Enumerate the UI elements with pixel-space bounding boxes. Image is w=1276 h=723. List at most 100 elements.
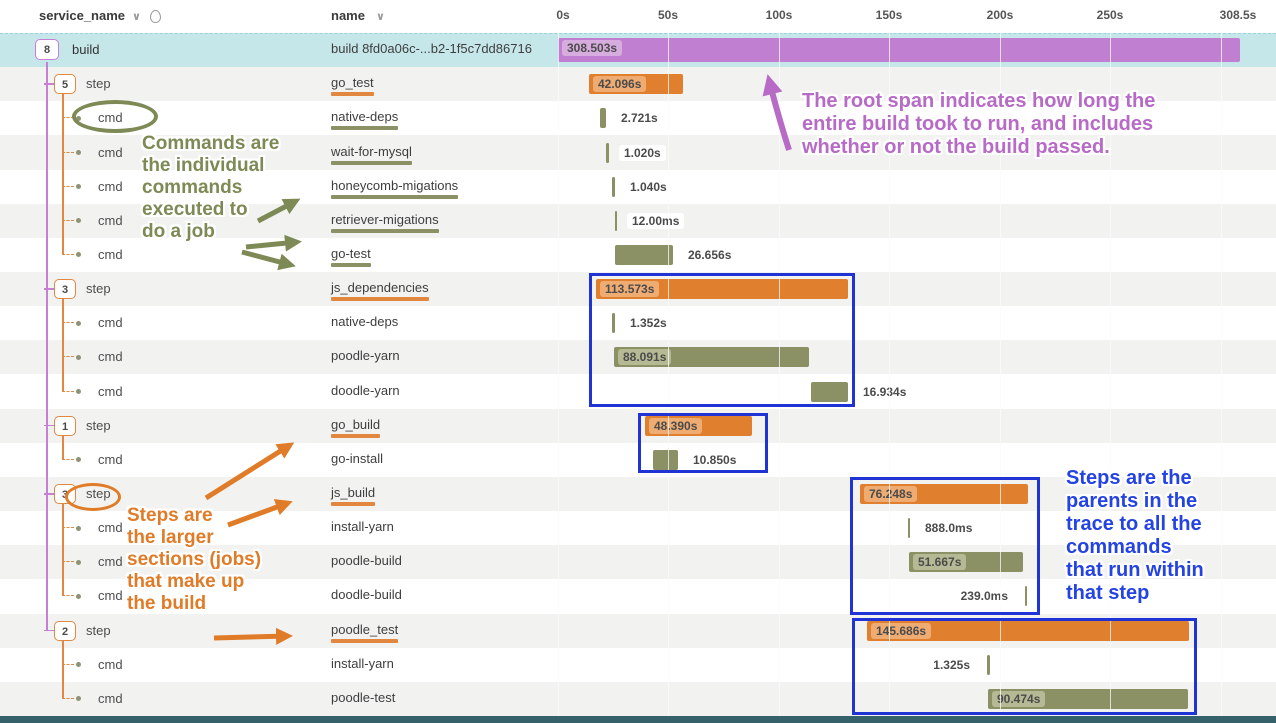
- tree-connector: [62, 391, 74, 392]
- span-name[interactable]: doodle-yarn: [331, 383, 400, 398]
- span-name-text: poodle-yarn: [331, 348, 400, 363]
- span-name-text: install-yarn: [331, 519, 394, 534]
- span-name[interactable]: native-deps: [331, 314, 398, 329]
- span-bar[interactable]: [612, 177, 615, 197]
- tree-step-line: [62, 436, 64, 460]
- span-name-text: honeycomb-migations: [331, 178, 458, 193]
- span-bar[interactable]: [606, 143, 609, 163]
- span-name-text: go_test: [331, 75, 374, 90]
- span-name-text: go-test: [331, 246, 371, 261]
- span-name[interactable]: poodle-build: [331, 553, 402, 568]
- span-name-text: go-install: [331, 451, 383, 466]
- span-name[interactable]: go_test: [331, 75, 374, 96]
- gridline: [1221, 33, 1222, 716]
- steps-note: Steps are the larger sections (jobs) tha…: [127, 505, 261, 615]
- tree-bullet-icon: [76, 355, 81, 360]
- axis-tick-label: 308.5s: [1220, 8, 1257, 22]
- span-count-badge[interactable]: 5: [54, 74, 76, 94]
- span-name-text: poodle-test: [331, 690, 395, 705]
- duration-label: 308.503s: [562, 40, 622, 56]
- span-name-text: retriever-migations: [331, 212, 439, 227]
- span-name[interactable]: poodle-test: [331, 690, 395, 705]
- span-bar[interactable]: [615, 245, 673, 265]
- tree-step-line: [62, 94, 64, 255]
- tree-connector: [62, 254, 74, 255]
- span-name[interactable]: js_build: [331, 485, 375, 506]
- group-icon[interactable]: [150, 10, 161, 23]
- tree-connector: [62, 356, 74, 357]
- duration-label: 12.00ms: [627, 213, 684, 229]
- tree-connector: [62, 186, 74, 187]
- name-highlight-underline: [331, 434, 380, 438]
- tree-bullet-icon: [76, 594, 81, 599]
- tree-connector: [62, 152, 74, 153]
- tree-bullet-icon: [76, 150, 81, 155]
- span-name[interactable]: honeycomb-migations: [331, 178, 458, 199]
- span-name[interactable]: go-install: [331, 451, 383, 466]
- span-name[interactable]: poodle_test: [331, 622, 398, 643]
- chevron-down-icon[interactable]: ∨: [376, 10, 385, 23]
- span-name[interactable]: retriever-migations: [331, 212, 439, 233]
- cmd-circle-annotation: [72, 100, 158, 133]
- span-name-text: wait-for-mysql: [331, 144, 412, 159]
- name-column-header[interactable]: name: [331, 8, 365, 23]
- span-name-text: js_dependencies: [331, 280, 429, 295]
- span-type-label: step: [86, 281, 111, 296]
- name-highlight-underline: [331, 297, 429, 301]
- highlight-rect: [850, 477, 1040, 615]
- tree-connector: [62, 561, 74, 562]
- span-name[interactable]: install-yarn: [331, 519, 394, 534]
- span-name[interactable]: install-yarn: [331, 656, 394, 671]
- tree-bullet-icon: [76, 560, 81, 565]
- span-type-label: cmd: [98, 145, 123, 160]
- span-type-label: cmd: [98, 213, 123, 228]
- span-name-text: native-deps: [331, 109, 398, 124]
- span-count-badge[interactable]: 1: [54, 416, 76, 436]
- span-type-label: cmd: [98, 315, 123, 330]
- tree-connector: [62, 459, 74, 460]
- highlight-rect: [589, 273, 855, 407]
- span-name-text: build 8fd0a06c-...b2-1f5c7dd86716: [331, 41, 532, 56]
- chevron-down-icon[interactable]: ∨: [132, 10, 141, 23]
- span-name[interactable]: build 8fd0a06c-...b2-1f5c7dd86716: [331, 41, 532, 56]
- span-count-badge[interactable]: 2: [54, 621, 76, 641]
- span-name-text: native-deps: [331, 314, 398, 329]
- tree-connector: [62, 220, 74, 221]
- duration-label: 42.096s: [593, 76, 646, 92]
- span-type-label: build: [72, 42, 99, 57]
- steps-parents-note: Steps are the parents in the trace to al…: [1066, 467, 1204, 605]
- trace-waterfall-view: service_name ∨ name ∨ 0s50s100s150s200s2…: [0, 0, 1276, 723]
- span-name[interactable]: poodle-yarn: [331, 348, 400, 363]
- tree-connector: [62, 322, 74, 323]
- span-name-text: poodle_test: [331, 622, 398, 637]
- axis-tick-label: 250s: [1097, 8, 1124, 22]
- service-name-column-header[interactable]: service_name: [39, 8, 125, 23]
- duration-label: 1.040s: [625, 179, 672, 195]
- gridline: [558, 33, 559, 716]
- span-bar[interactable]: [615, 211, 617, 231]
- axis-tick-label: 200s: [987, 8, 1014, 22]
- span-name[interactable]: doodle-build: [331, 587, 402, 602]
- name-highlight-underline: [331, 229, 439, 233]
- axis-tick-label: 50s: [658, 8, 678, 22]
- span-name[interactable]: wait-for-mysql: [331, 144, 412, 165]
- span-name[interactable]: go_build: [331, 417, 380, 438]
- tree-connector: [62, 527, 74, 528]
- name-highlight-underline: [331, 161, 412, 165]
- span-type-label: cmd: [98, 384, 123, 399]
- step-circle-annotation: [65, 483, 121, 511]
- span-name[interactable]: native-deps: [331, 109, 398, 130]
- span-name-text: install-yarn: [331, 656, 394, 671]
- bottom-edge-bar: [0, 716, 1276, 723]
- span-type-label: cmd: [98, 691, 123, 706]
- span-bar[interactable]: [558, 38, 1240, 62]
- name-highlight-underline: [331, 263, 371, 267]
- span-name[interactable]: go-test: [331, 246, 371, 267]
- axis-tick-label: 150s: [876, 8, 903, 22]
- name-highlight-underline: [331, 92, 374, 96]
- span-name[interactable]: js_dependencies: [331, 280, 429, 301]
- span-bar[interactable]: [600, 108, 606, 128]
- duration-label: 1.020s: [619, 145, 666, 161]
- span-count-badge[interactable]: 3: [54, 279, 76, 299]
- span-count-badge[interactable]: 8: [35, 39, 59, 60]
